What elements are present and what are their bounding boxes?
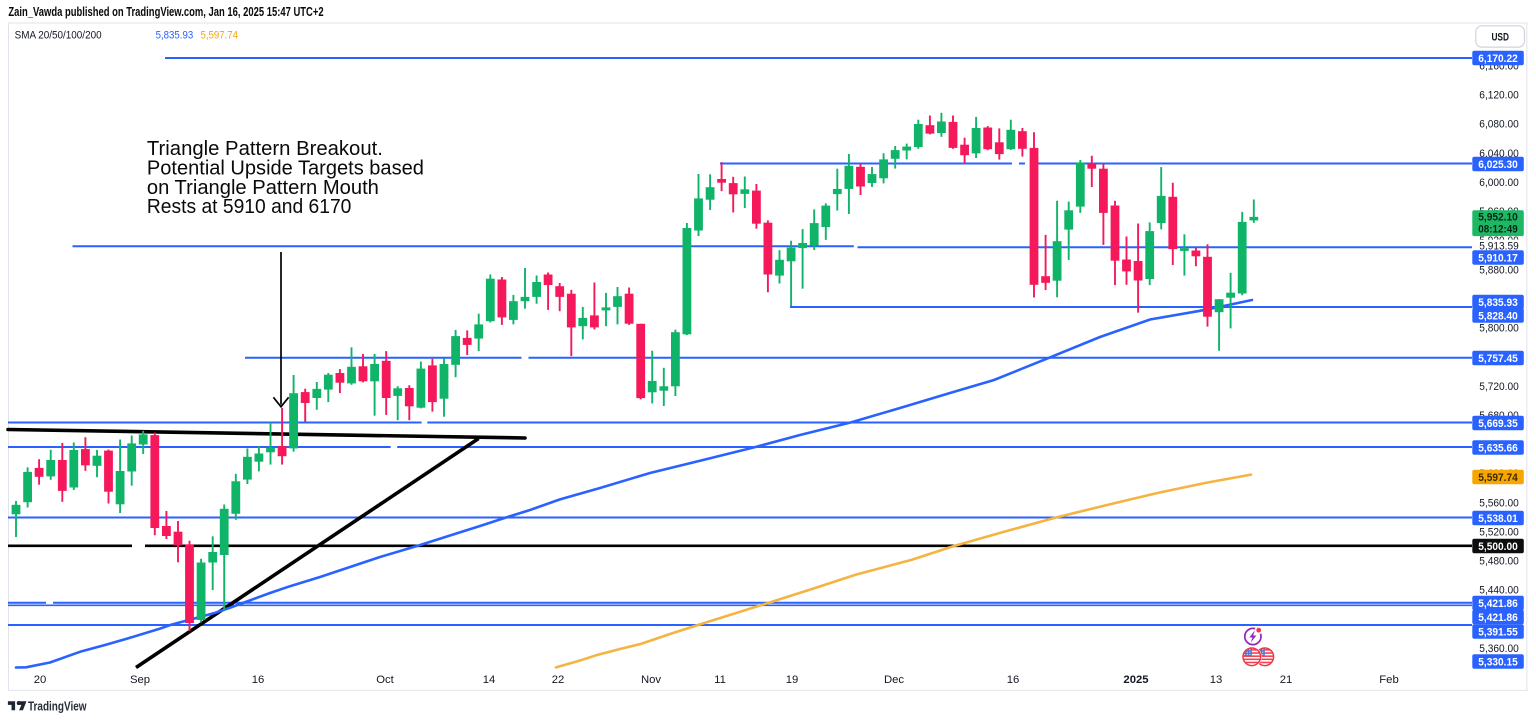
svg-text:5,910.17: 5,910.17 — [1478, 253, 1518, 265]
svg-text:Zain_Vawda published on Tradin: Zain_Vawda published on TradingView.com,… — [8, 4, 323, 19]
svg-text:5,560.00: 5,560.00 — [1479, 497, 1519, 509]
svg-text:Rests at 5910 and 6170: Rests at 5910 and 6170 — [147, 196, 352, 218]
svg-text:5,757.45: 5,757.45 — [1478, 353, 1518, 365]
svg-text:SMA 20/50/100/200: SMA 20/50/100/200 — [15, 30, 102, 42]
svg-text:5,635.66: 5,635.66 — [1478, 443, 1518, 455]
svg-text:USD: USD — [1491, 31, 1509, 43]
svg-text:5,500.00: 5,500.00 — [1478, 541, 1518, 553]
svg-text:6,025.30: 6,025.30 — [1478, 159, 1518, 171]
svg-text:20: 20 — [34, 674, 47, 686]
svg-text:5,480.00: 5,480.00 — [1479, 556, 1519, 568]
svg-text:13: 13 — [1210, 674, 1223, 686]
svg-text:5,835.93: 5,835.93 — [156, 30, 194, 42]
svg-text:5,800.00: 5,800.00 — [1479, 323, 1519, 335]
svg-text:5,597.74: 5,597.74 — [201, 30, 239, 42]
svg-text:2025: 2025 — [1123, 674, 1148, 686]
svg-text:5,360.00: 5,360.00 — [1479, 643, 1519, 655]
svg-text:6,000.00: 6,000.00 — [1479, 177, 1519, 189]
svg-text:5,391.55: 5,391.55 — [1478, 627, 1518, 639]
svg-text:Potential Upside Targets based: Potential Upside Targets based — [147, 157, 424, 179]
svg-text:Triangle Pattern Breakout.: Triangle Pattern Breakout. — [147, 138, 383, 160]
svg-text:5,835.93: 5,835.93 — [1478, 297, 1518, 309]
svg-text:21: 21 — [1280, 674, 1293, 686]
svg-text:08:12:49: 08:12:49 — [1478, 224, 1518, 236]
svg-text:Feb: Feb — [1379, 674, 1398, 686]
svg-text:11: 11 — [714, 674, 726, 686]
svg-text:6,170.22: 6,170.22 — [1478, 53, 1518, 65]
svg-text:16: 16 — [252, 674, 265, 686]
svg-text:5,669.35: 5,669.35 — [1478, 418, 1518, 430]
svg-text:5,538.01: 5,538.01 — [1478, 513, 1518, 525]
svg-text:5,440.00: 5,440.00 — [1479, 585, 1519, 597]
svg-text:6,120.00: 6,120.00 — [1479, 90, 1519, 102]
svg-text:5,913.59: 5,913.59 — [1479, 241, 1519, 253]
svg-text:on Triangle Pattern Mouth: on Triangle Pattern Mouth — [147, 177, 379, 199]
svg-text:Sep: Sep — [130, 674, 150, 686]
svg-text:16: 16 — [1007, 674, 1020, 686]
svg-text:Oct: Oct — [376, 674, 394, 686]
svg-text:Nov: Nov — [641, 674, 661, 686]
svg-text:5,421.86: 5,421.86 — [1478, 598, 1518, 610]
svg-text:5,421.86: 5,421.86 — [1478, 612, 1518, 624]
svg-text:TradingView: TradingView — [28, 699, 87, 713]
svg-text:Dec: Dec — [884, 674, 904, 686]
svg-text:5,880.00: 5,880.00 — [1479, 264, 1519, 276]
svg-text:5,720.00: 5,720.00 — [1479, 381, 1519, 393]
svg-text:5,597.74: 5,597.74 — [1478, 472, 1518, 484]
svg-text:22: 22 — [552, 674, 565, 686]
svg-text:5,828.40: 5,828.40 — [1478, 311, 1518, 323]
svg-text:6,080.00: 6,080.00 — [1479, 119, 1519, 131]
svg-text:5,330.15: 5,330.15 — [1478, 657, 1518, 669]
svg-text:5,952.10: 5,952.10 — [1478, 212, 1518, 224]
svg-text:14: 14 — [483, 674, 496, 686]
svg-text:19: 19 — [786, 674, 799, 686]
svg-text:5,520.00: 5,520.00 — [1479, 526, 1519, 538]
